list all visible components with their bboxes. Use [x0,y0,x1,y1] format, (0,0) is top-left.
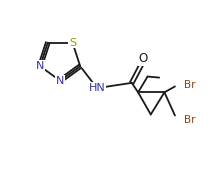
Text: O: O [138,52,148,65]
Text: N: N [36,61,44,71]
Text: N: N [56,76,64,86]
Text: S: S [69,38,76,48]
Text: HN: HN [89,83,105,93]
Text: Br: Br [184,80,195,90]
Text: Br: Br [184,115,195,125]
